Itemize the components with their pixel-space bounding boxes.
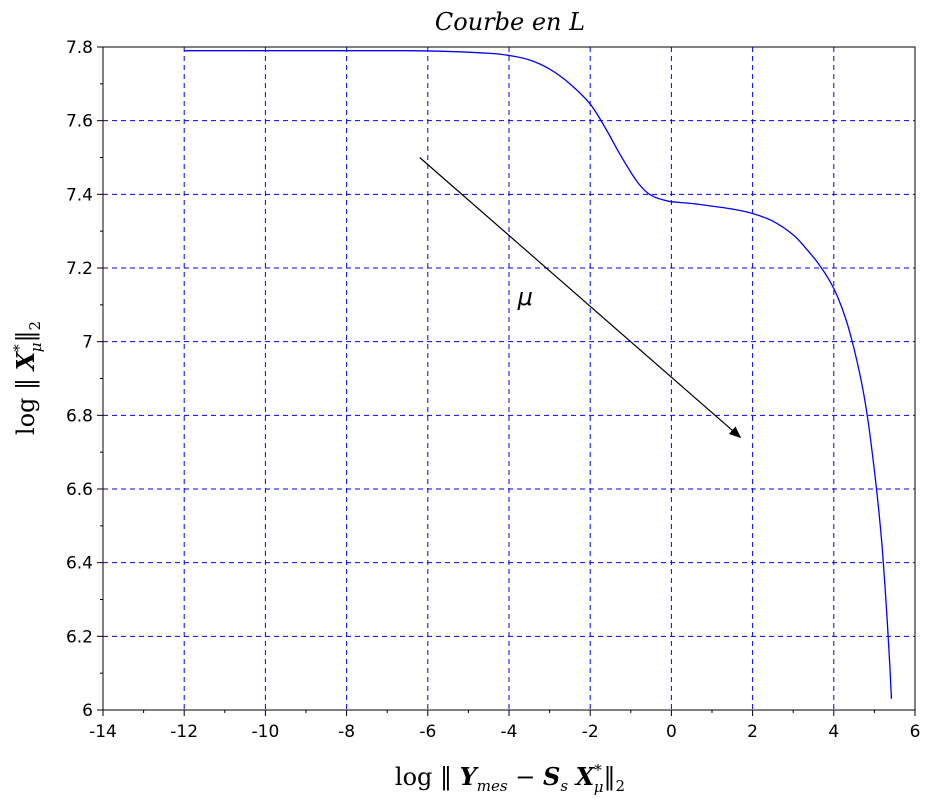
y-tick-label: 6 — [82, 701, 93, 721]
y-tick-label: 6.2 — [66, 627, 93, 647]
x-tick-label: -8 — [338, 722, 355, 742]
x-tick-label: 2 — [747, 722, 758, 742]
mu-arrow — [419, 157, 742, 439]
mu-label: μ — [517, 283, 533, 311]
series-line — [184, 49, 893, 699]
y-tick-label: 7.8 — [66, 38, 93, 58]
x-tick-label: -4 — [501, 722, 518, 742]
y-tick-label: 6.4 — [66, 554, 93, 574]
y-tick-label: 7 — [82, 333, 93, 353]
x-tick-label: -10 — [252, 722, 280, 742]
x-tick-label: -12 — [170, 722, 198, 742]
x-axis-label: log ‖ Ymes − Ss X* μ‖2 — [395, 761, 625, 796]
x-tick-label: 6 — [910, 722, 921, 742]
x-tick-label: -2 — [582, 722, 599, 742]
y-tick-label: 6.6 — [66, 480, 93, 500]
y-axis-ticks: 6 6.2 6.4 6.6 6.8 7 7.2 7.4 7.6 7.8 — [66, 38, 103, 721]
y-tick-label: 6.8 — [66, 406, 93, 426]
grid — [103, 47, 915, 710]
x-tick-label: -6 — [419, 722, 436, 742]
x-axis-ticks: -14 -12 -10 -8 -6 -4 -2 0 2 4 6 — [89, 710, 920, 742]
y-tick-label: 7.6 — [66, 112, 93, 132]
x-tick-label: 0 — [666, 722, 677, 742]
annotation-layer: μ — [419, 157, 742, 439]
x-tick-label: 4 — [828, 722, 839, 742]
curve-layer — [184, 49, 893, 699]
y-axis-label: log ‖ X*μ‖2 — [10, 321, 45, 435]
chart-title: Courbe en L — [435, 8, 585, 36]
x-tick-label: -14 — [89, 722, 117, 742]
y-tick-label: 7.4 — [66, 185, 93, 205]
y-tick-label: 7.2 — [66, 259, 93, 279]
